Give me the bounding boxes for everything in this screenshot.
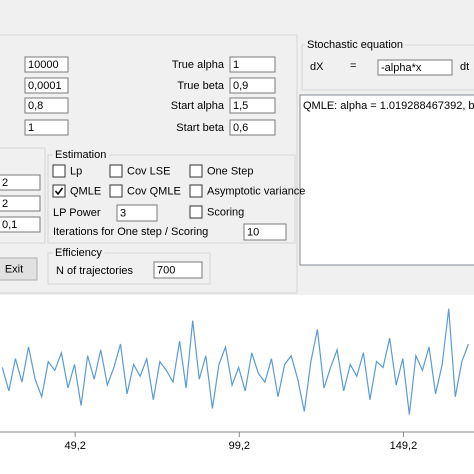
field-label: N of trajectories	[56, 265, 134, 277]
text-box[interactable]	[24, 97, 69, 114]
checkbox-label: Scoring	[207, 206, 244, 218]
checkbox-label: Asymptotic variance	[207, 185, 305, 197]
equation-equals: =	[350, 60, 356, 72]
field-label: Iterations for One step / Scoring	[53, 226, 208, 238]
checkbox-label: Lp	[70, 165, 82, 177]
checkbox[interactable]	[52, 184, 66, 198]
exit-button[interactable]	[0, 257, 38, 281]
text-box-value: 1,5	[233, 100, 248, 112]
field-label: Start alpha	[171, 100, 225, 112]
group-title-bg	[305, 38, 406, 51]
field-label: LP Power	[53, 207, 101, 219]
group-title-bg	[53, 246, 105, 259]
text-box[interactable]	[0, 195, 41, 212]
group-title: Efficiency	[55, 247, 102, 259]
checkbox-label: Cov QMLE	[127, 185, 181, 197]
text-box-value: 3	[120, 207, 126, 219]
text-box-value: 1	[233, 59, 239, 71]
exit-button-label: Exit	[5, 263, 23, 275]
chart-area	[0, 295, 474, 474]
text-box[interactable]	[229, 77, 276, 94]
x-tick-label: 49,2	[64, 440, 85, 452]
field-label: True beta	[177, 80, 225, 92]
x-tick-label: 149,2	[390, 440, 418, 452]
check-mark	[54, 187, 64, 196]
text-box[interactable]	[0, 216, 41, 233]
text-box[interactable]	[24, 77, 69, 94]
field-label: True alpha	[172, 59, 225, 71]
text-box[interactable]	[24, 119, 69, 136]
text-box-value: 1	[28, 122, 34, 134]
text-box[interactable]	[229, 119, 276, 136]
text-box[interactable]	[0, 174, 41, 191]
group-title-bg	[53, 148, 109, 161]
text-box[interactable]	[153, 261, 203, 279]
text-box[interactable]	[24, 56, 69, 73]
group-title: Stochastic equation	[307, 39, 403, 51]
text-box-value: 10000	[28, 59, 59, 71]
text-box[interactable]	[229, 56, 276, 73]
text-box-value: 2	[2, 177, 8, 189]
equation-dt: dt	[460, 61, 469, 73]
checkbox-label: QMLE	[70, 185, 101, 197]
checkbox[interactable]	[109, 164, 123, 178]
output-box	[299, 94, 474, 266]
checkbox[interactable]	[189, 184, 203, 198]
checkbox-label: Cov LSE	[127, 165, 170, 177]
text-box-value: 0,1	[2, 219, 17, 231]
text-box-value: 0,0001	[28, 80, 62, 92]
group-box	[47, 154, 296, 244]
text-box[interactable]	[243, 223, 287, 241]
text-box-value: 10	[247, 226, 259, 238]
text-box-value: 0,8	[28, 100, 43, 112]
group-box	[0, 147, 46, 244]
checkbox[interactable]	[52, 164, 66, 178]
text-box-value: 0,9	[233, 80, 248, 92]
group-box	[0, 34, 298, 294]
text-box[interactable]	[229, 97, 276, 114]
checkbox[interactable]	[109, 184, 123, 198]
text-box-value: 2	[2, 198, 8, 210]
group-title: Estimation	[55, 149, 106, 161]
checkbox[interactable]	[189, 164, 203, 178]
x-tick-label: 99,2	[229, 440, 250, 452]
text-box[interactable]	[377, 59, 453, 76]
equation-lhs: dX	[310, 61, 324, 73]
checkbox[interactable]	[189, 205, 203, 219]
text-box-value: -alpha*x	[381, 62, 422, 74]
checkbox-label: One Step	[207, 165, 253, 177]
text-box[interactable]	[116, 204, 158, 222]
group-box	[47, 252, 211, 285]
text-box-value: 700	[157, 264, 175, 276]
data-line	[1, 308, 469, 415]
text-box-value: 0,6	[233, 122, 248, 134]
output-text: QMLE: alpha = 1.019288467392, beta =	[303, 100, 474, 112]
field-label: Start beta	[176, 122, 225, 134]
